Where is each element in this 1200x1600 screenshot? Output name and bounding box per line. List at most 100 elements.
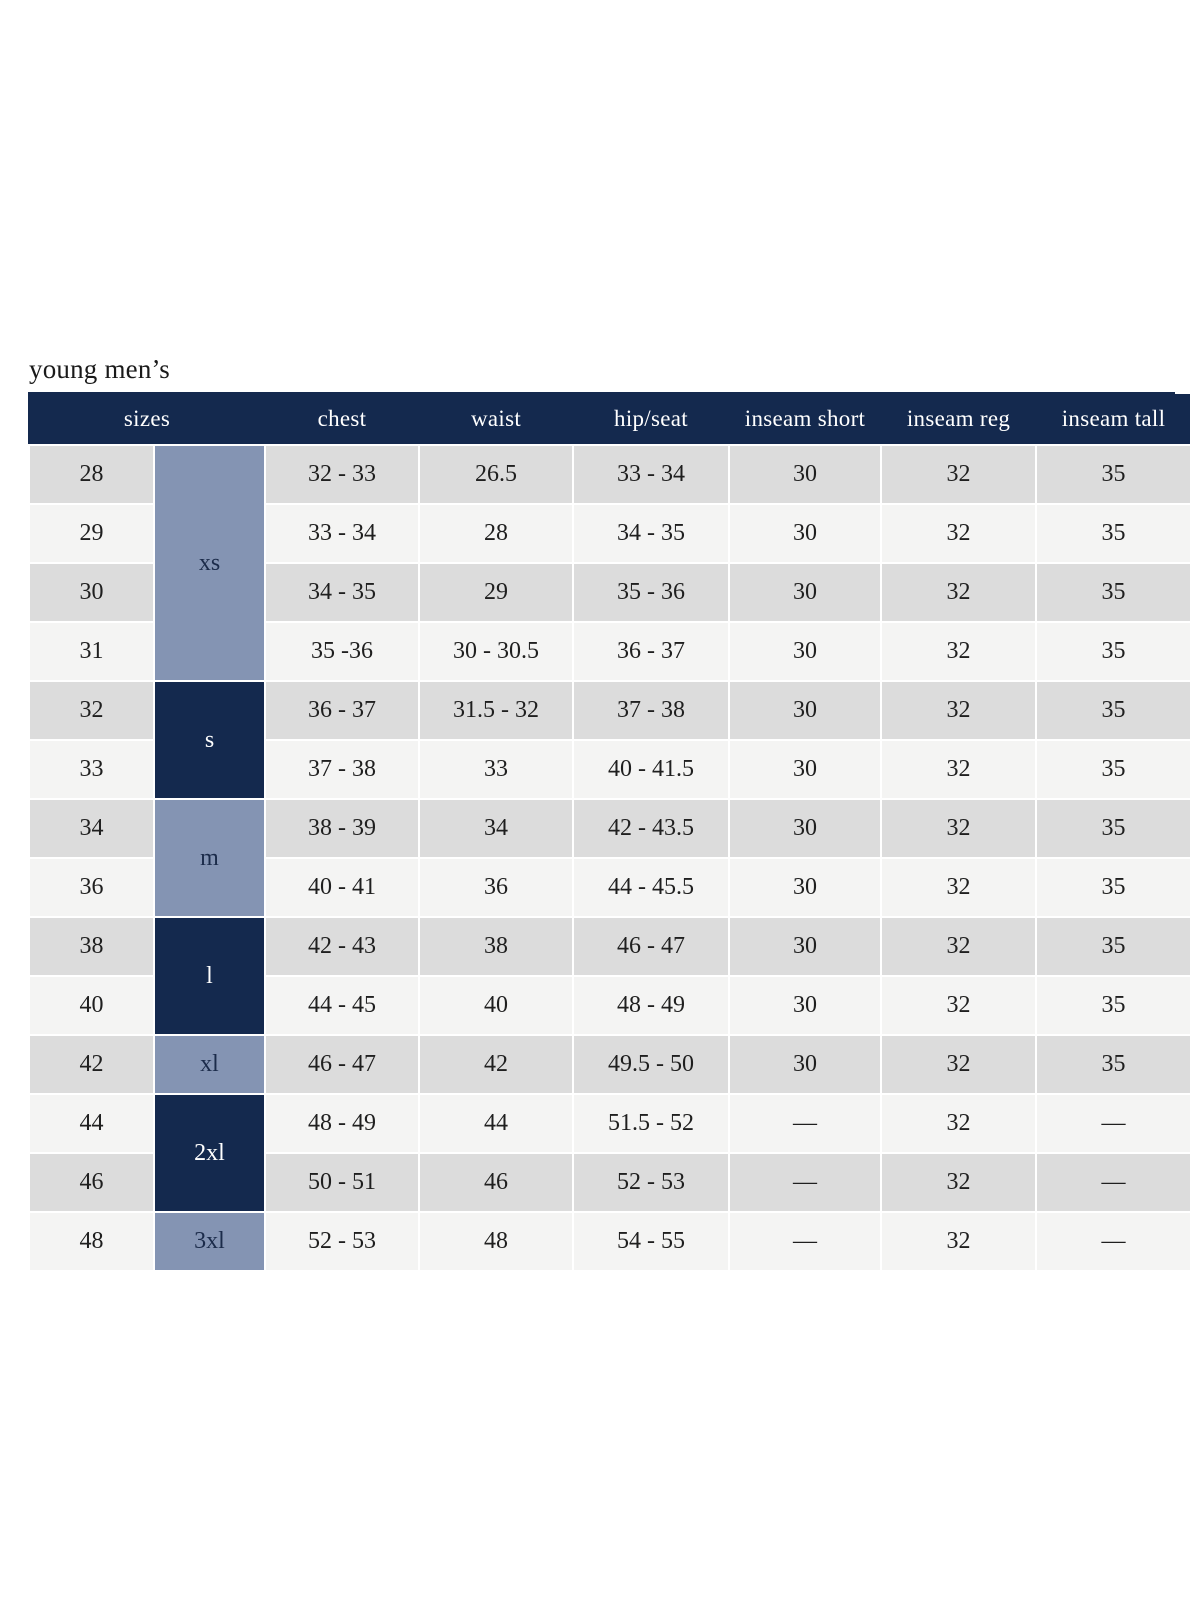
- inseam-short-cell: 30: [730, 977, 880, 1034]
- size-cell: 36: [30, 859, 153, 916]
- table-row: 46 50 - 51 46 52 - 53—32—: [30, 1154, 1190, 1211]
- page-title: young men’s: [29, 354, 170, 384]
- inseam-tall-cell: 35: [1037, 1036, 1190, 1093]
- waist-cell: 30 - 30.5: [420, 623, 572, 680]
- size-cell: 46: [30, 1154, 153, 1211]
- hip-seat-cell: 51.5 - 52: [574, 1095, 728, 1152]
- col-header-hip-seat: hip/seat: [574, 394, 728, 444]
- size-cell: 33: [30, 741, 153, 798]
- col-header-inseam-tall: inseam tall: [1037, 394, 1190, 444]
- inseam-short-cell: 30: [730, 623, 880, 680]
- chest-cell: 48 - 49: [266, 1095, 418, 1152]
- inseam-reg-cell: 32: [882, 564, 1035, 621]
- inseam-tall-cell: 35: [1037, 446, 1190, 503]
- table-row: 34 m 38 - 39 34 42 - 43.5 30 32 35: [30, 800, 1190, 916]
- chest-cell: 32 - 33: [266, 446, 418, 503]
- inseam-reg-cell: 32: [882, 859, 1035, 916]
- inseam-reg-cell: 32: [882, 505, 1035, 562]
- size-group-cell: xl: [155, 1036, 264, 1093]
- size-cell: 40: [30, 977, 153, 1034]
- inseam-tall-cell: 35: [1037, 623, 1190, 680]
- inseam-tall-cell: 35: [1037, 859, 1190, 916]
- inseam-reg-cell: 32: [882, 1036, 1035, 1093]
- table-body: 28 xs 32 - 33 26.5 33 - 34 30 32 35 29 33 - 34 28 3…: [30, 446, 1190, 1270]
- size-cell: 44: [30, 1095, 153, 1152]
- size-group-cell: l: [155, 918, 264, 1034]
- chest-cell: 35 -36: [266, 623, 418, 680]
- inseam-reg-cell: 32: [882, 1213, 1035, 1270]
- inseam-short-cell: 30: [730, 505, 880, 562]
- size-group-cell: s: [155, 682, 264, 798]
- inseam-short-cell: 30: [730, 800, 880, 857]
- col-header-sizes: sizes: [30, 394, 264, 444]
- inseam-short-cell: —: [730, 1095, 880, 1152]
- hip-seat-cell: 40 - 41.5: [574, 741, 728, 798]
- chest-cell: 42 - 43: [266, 918, 418, 975]
- inseam-tall-cell: 35: [1037, 918, 1190, 975]
- waist-cell: 26.5: [420, 446, 572, 503]
- waist-cell: 36: [420, 859, 572, 916]
- size-cell: 38: [30, 918, 153, 975]
- waist-cell: 28: [420, 505, 572, 562]
- hip-seat-cell: 46 - 47: [574, 918, 728, 975]
- col-header-inseam-short: inseam short: [730, 394, 880, 444]
- inseam-reg-cell: 32: [882, 918, 1035, 975]
- size-group-cell: xs: [155, 446, 264, 680]
- hip-seat-cell: 35 - 36: [574, 564, 728, 621]
- inseam-short-cell: 30: [730, 741, 880, 798]
- inseam-tall-cell: 35: [1037, 682, 1190, 739]
- table-row: 40 44 - 45 40 48 - 49 30 32 35: [30, 977, 1190, 1034]
- size-guide-page: young men’s sizes chest waist hip/seat: [28, 354, 1190, 1272]
- waist-cell: 44: [420, 1095, 572, 1152]
- inseam-short-cell: 30: [730, 446, 880, 503]
- inseam-reg-cell: 32: [882, 1154, 1035, 1211]
- hip-seat-cell: 49.5 - 50: [574, 1036, 728, 1093]
- size-group-cell: 3xl: [155, 1213, 264, 1270]
- inseam-tall-cell: 35: [1037, 741, 1190, 798]
- chest-cell: 52 - 53: [266, 1213, 418, 1270]
- table-row: 32 s 36 - 37 31.5 - 32 37 - 38 30 32 35: [30, 682, 1190, 798]
- chest-cell: 34 - 35: [266, 564, 418, 621]
- waist-cell: 29: [420, 564, 572, 621]
- col-header-inseam-reg: inseam reg: [882, 394, 1035, 444]
- chest-cell: 40 - 41: [266, 859, 418, 916]
- size-cell: 29: [30, 505, 153, 562]
- waist-cell: 46: [420, 1154, 572, 1211]
- table-row: 42 xl 46 - 47 42 49.5 - 50 30 32 35: [30, 1036, 1190, 1093]
- table-row: 48 3xl 52 - 53 48 54 - 55—32—: [30, 1213, 1190, 1270]
- inseam-tall-cell: 35: [1037, 977, 1190, 1034]
- inseam-short-cell: 30: [730, 918, 880, 975]
- size-cell: 34: [30, 800, 153, 857]
- inseam-tall-cell: —: [1037, 1095, 1190, 1152]
- chest-cell: 36 - 37: [266, 682, 418, 739]
- inseam-short-cell: 30: [730, 682, 880, 739]
- inseam-short-cell: —: [730, 1154, 880, 1211]
- inseam-reg-cell: 32: [882, 682, 1035, 739]
- hip-seat-cell: 34 - 35: [574, 505, 728, 562]
- inseam-reg-cell: 32: [882, 741, 1035, 798]
- inseam-reg-cell: 32: [882, 1095, 1035, 1152]
- chest-cell: 38 - 39: [266, 800, 418, 857]
- chest-cell: 37 - 38: [266, 741, 418, 798]
- size-chart: sizes chest waist hip/seat inseam short …: [28, 392, 1190, 1272]
- inseam-reg-cell: 32: [882, 977, 1035, 1034]
- hip-seat-cell: 52 - 53: [574, 1154, 728, 1211]
- hip-seat-cell: 42 - 43.5: [574, 800, 728, 857]
- chest-cell: 50 - 51: [266, 1154, 418, 1211]
- chest-cell: 44 - 45: [266, 977, 418, 1034]
- size-cell: 42: [30, 1036, 153, 1093]
- hip-seat-cell: 44 - 45.5: [574, 859, 728, 916]
- size-cell: 28: [30, 446, 153, 503]
- table-row: 36 40 - 41 36 44 - 45.5 30 32 35: [30, 859, 1190, 916]
- table-row: 44 2xl 48 - 49 44 51.5 - 52—32—: [30, 1095, 1190, 1211]
- table-row: 38 l 42 - 43 38 46 - 47 30 32 35: [30, 918, 1190, 1034]
- inseam-tall-cell: —: [1037, 1154, 1190, 1211]
- hip-seat-cell: 33 - 34: [574, 446, 728, 503]
- size-cell: 31: [30, 623, 153, 680]
- table-row: 31 35 -36 30 - 30.5 36 - 37 30 32 35: [30, 623, 1190, 680]
- waist-cell: 38: [420, 918, 572, 975]
- inseam-tall-cell: 35: [1037, 800, 1190, 857]
- hip-seat-cell: 48 - 49: [574, 977, 728, 1034]
- size-chart-table: sizes chest waist hip/seat inseam short …: [28, 392, 1192, 1272]
- inseam-tall-cell: 35: [1037, 505, 1190, 562]
